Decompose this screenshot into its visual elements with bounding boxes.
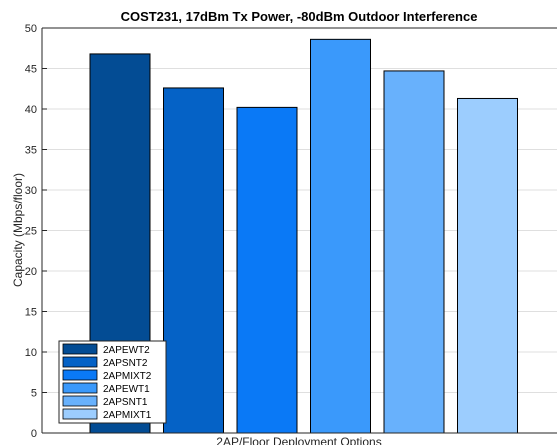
- legend-swatch: [62, 395, 98, 407]
- legend-swatch: [62, 369, 98, 381]
- y-axis-label: Capacity (Mbps/floor): [11, 173, 25, 287]
- chart-title: COST231, 17dBm Tx Power, -80dBm Outdoor …: [121, 9, 478, 24]
- legend-label: 2APSNT1: [103, 397, 148, 408]
- y-tick-label: 25: [25, 226, 37, 238]
- legend-label: 2APEWT2: [103, 345, 150, 356]
- y-tick-label: 35: [25, 145, 37, 157]
- y-tick-label: 20: [25, 266, 37, 278]
- legend-label: 2APEWT1: [103, 384, 150, 395]
- legend-swatch: [62, 356, 98, 368]
- y-tick-label: 45: [25, 64, 37, 76]
- legend-swatch: [62, 408, 98, 420]
- legend-label: 2APMIXT1: [103, 410, 152, 421]
- bar: [236, 106, 298, 434]
- legend-label: 2APMIXT2: [103, 371, 152, 382]
- y-tick-label: 40: [25, 104, 37, 116]
- bar: [163, 87, 224, 434]
- legend: 2APEWT2 2APSNT2 2APMIXT2 2APEWT1 2APSNT1 2APM…: [58, 340, 167, 424]
- y-tick-label: 15: [25, 307, 37, 319]
- legend-label: 2APSNT2: [103, 358, 148, 369]
- x-axis-label: 2AP/Floor Deployment Options: [216, 435, 381, 445]
- bar: [457, 97, 518, 434]
- y-tick-label: 5: [31, 388, 37, 400]
- bar: [310, 38, 371, 434]
- legend-swatch: [62, 382, 98, 394]
- bar: [383, 70, 445, 434]
- y-tick-label: 50: [25, 23, 37, 35]
- legend-swatch: [62, 343, 98, 355]
- y-tick-label: 30: [25, 185, 37, 197]
- y-tick-label: 0: [31, 428, 37, 440]
- y-tick-label: 10: [25, 347, 37, 359]
